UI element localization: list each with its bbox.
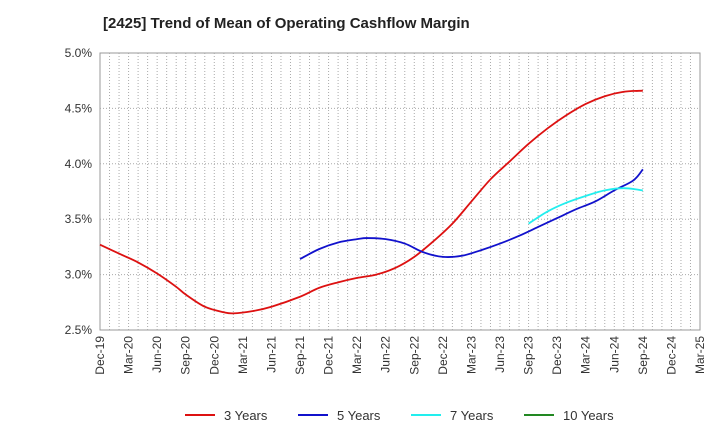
x-tick-label: Dec-23 bbox=[550, 336, 564, 375]
y-tick-label: 4.5% bbox=[65, 101, 93, 115]
x-tick-label: Jun-24 bbox=[607, 336, 621, 373]
y-tick-label: 2.5% bbox=[65, 323, 93, 337]
x-tick-label: Dec-24 bbox=[664, 336, 678, 375]
chart-title: [2425] Trend of Mean of Operating Cashfl… bbox=[103, 15, 470, 32]
x-tick-label: Jun-20 bbox=[150, 336, 164, 373]
x-tick-label: Dec-19 bbox=[93, 336, 107, 375]
series-line-3-years bbox=[99, 89, 643, 315]
x-tick-label: Sep-20 bbox=[179, 336, 193, 375]
x-tick-label: Mar-20 bbox=[122, 336, 136, 374]
x-tick-label: Sep-22 bbox=[407, 336, 421, 375]
x-tick-label: Mar-25 bbox=[693, 336, 707, 374]
legend-label: 3 Years bbox=[224, 408, 268, 423]
x-tick-label: Mar-22 bbox=[350, 336, 364, 374]
x-tick-label: Jun-21 bbox=[264, 336, 278, 373]
y-tick-label: 5.0% bbox=[65, 46, 93, 60]
x-tick-label: Sep-24 bbox=[636, 336, 650, 375]
legend-label: 5 Years bbox=[337, 408, 381, 423]
x-tick-label: Sep-23 bbox=[522, 336, 536, 375]
x-tick-label: Jun-23 bbox=[493, 336, 507, 373]
y-tick-label: 4.0% bbox=[65, 157, 93, 171]
x-tick-label: Dec-21 bbox=[322, 336, 336, 375]
y-tick-label: 3.5% bbox=[65, 212, 93, 226]
x-tick-label: Dec-22 bbox=[436, 336, 450, 375]
x-tick-label: Mar-23 bbox=[464, 336, 478, 374]
x-tick-label: Sep-21 bbox=[293, 336, 307, 375]
series-line-7-years bbox=[528, 187, 643, 225]
x-tick-label: Jun-22 bbox=[379, 336, 393, 373]
y-tick-label: 3.0% bbox=[65, 268, 93, 282]
x-tick-label: Dec-20 bbox=[207, 336, 221, 375]
series-line-5-years bbox=[299, 168, 644, 260]
x-tick-label: Mar-21 bbox=[236, 336, 250, 374]
legend-label: 10 Years bbox=[563, 408, 614, 423]
x-tick-label: Mar-24 bbox=[579, 336, 593, 374]
legend-label: 7 Years bbox=[450, 408, 494, 423]
